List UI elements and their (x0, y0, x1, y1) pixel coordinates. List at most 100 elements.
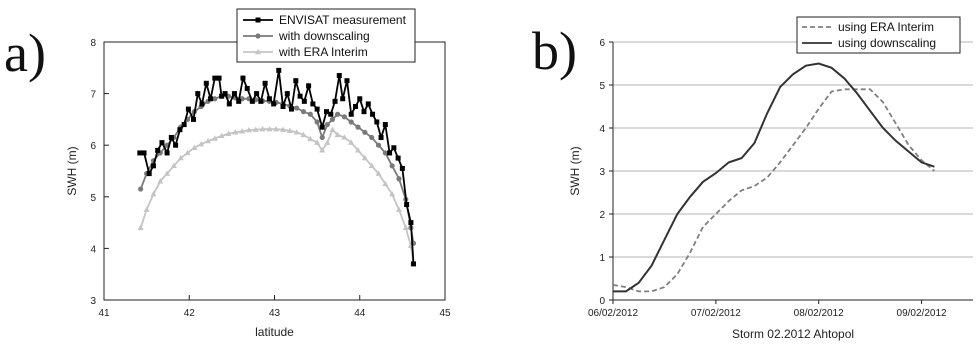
data-point-a-2 (382, 180, 389, 187)
x-tick-label-a: 45 (439, 308, 451, 319)
y-tick-label-b: 2 (599, 210, 605, 221)
data-point-a-0 (155, 147, 161, 153)
data-point-a-0 (324, 109, 330, 115)
data-point-a-0 (319, 124, 325, 130)
data-point-a-0 (137, 150, 143, 156)
series-line-a-2 (139, 128, 415, 265)
data-point-a-2 (273, 126, 280, 132)
data-point-a-1 (369, 134, 375, 141)
legend-a-label: with downscaling (278, 29, 370, 43)
legend-a-marker (255, 17, 261, 23)
data-point-a-0 (212, 75, 218, 81)
y-axis-label-b: SWH (m) (568, 146, 582, 195)
data-point-a-2 (266, 126, 273, 132)
y-tick-label-a: 5 (90, 193, 96, 204)
data-point-a-0 (365, 101, 371, 107)
data-point-a-0 (374, 119, 380, 125)
data-point-a-0 (262, 80, 268, 86)
data-point-a-0 (391, 145, 397, 151)
y-tick-label-b: 4 (599, 124, 605, 135)
y-tick-label-b: 0 (599, 296, 605, 307)
series-line-b-0 (612, 88, 935, 293)
data-point-a-0 (249, 98, 255, 104)
data-point-a-0 (173, 142, 179, 148)
data-point-a-2 (324, 139, 331, 145)
data-point-a-2 (184, 149, 191, 156)
data-point-a-0 (289, 106, 295, 112)
data-point-a-0 (340, 96, 346, 102)
data-point-a-0 (226, 101, 232, 107)
x-tick-label-b: 07/02/2012 (691, 308, 741, 319)
data-point-a-2 (341, 134, 348, 140)
data-point-a-1 (341, 114, 348, 120)
data-point-a-1 (324, 121, 330, 128)
data-point-a-0 (357, 96, 363, 102)
data-point-a-0 (208, 96, 214, 102)
data-point-a-2 (211, 135, 218, 141)
data-point-a-2 (334, 131, 341, 138)
y-tick-label-a: 8 (90, 38, 96, 49)
y-tick-label-b: 1 (599, 253, 605, 264)
plot-a-frame (103, 41, 446, 301)
data-point-a-0 (310, 101, 316, 107)
panel-b-label: b) (532, 21, 577, 81)
x-axis-label-a: latitude (255, 325, 294, 339)
data-point-a-0 (399, 165, 405, 171)
data-point-a-0 (271, 101, 277, 107)
data-point-a-1 (314, 119, 320, 125)
data-point-a-2 (361, 154, 368, 161)
x-tick-label-b: 09/02/2012 (897, 308, 947, 319)
data-point-a-2 (293, 129, 300, 135)
data-point-a-1 (348, 119, 354, 125)
data-point-a-2 (300, 131, 307, 138)
legend-a-label: ENVISAT measurement (279, 13, 407, 27)
x-tick-label-b: 08/02/2012 (794, 308, 844, 319)
data-point-a-0 (240, 75, 246, 81)
data-point-a-0 (266, 96, 272, 102)
data-point-a-2 (307, 135, 314, 142)
data-point-a-2 (389, 191, 396, 197)
data-point-a-1 (294, 105, 300, 111)
data-point-a-0 (348, 111, 354, 117)
data-point-a-0 (332, 98, 338, 104)
data-point-a-0 (177, 127, 183, 133)
data-point-a-0 (231, 91, 237, 97)
data-point-a-1 (212, 96, 218, 102)
data-point-a-2 (259, 126, 266, 132)
data-point-a-2 (395, 206, 402, 212)
y-tick-label-b: 3 (599, 167, 605, 178)
data-point-a-0 (244, 85, 250, 91)
data-point-a-0 (222, 91, 228, 97)
data-point-a-0 (203, 80, 209, 86)
data-point-a-2 (375, 170, 382, 176)
data-point-a-1 (329, 116, 336, 122)
data-point-a-2 (329, 126, 336, 132)
data-point-a-1 (300, 109, 307, 115)
panel-a-label: a) (4, 23, 46, 83)
data-point-a-2 (205, 137, 212, 144)
data-point-a-0 (301, 98, 307, 104)
x-tick-label-a: 43 (269, 308, 281, 319)
data-point-a-0 (236, 98, 242, 104)
y-tick-label-a: 6 (90, 141, 96, 152)
data-point-a-2 (355, 147, 362, 153)
data-point-a-2 (402, 224, 409, 230)
data-point-a-0 (199, 101, 205, 107)
data-point-a-0 (378, 134, 384, 140)
data-point-a-2 (252, 126, 259, 132)
legend-a-marker (255, 48, 261, 55)
data-point-a-0 (185, 106, 191, 112)
data-point-a-0 (314, 106, 320, 112)
data-point-a-2 (143, 206, 150, 212)
data-point-a-2 (314, 139, 321, 145)
data-point-a-2 (177, 154, 184, 161)
y-tick-label-a: 3 (90, 296, 96, 307)
legend-a-marker (255, 33, 261, 39)
data-point-a-1 (307, 111, 313, 117)
data-point-a-0 (159, 140, 165, 146)
data-point-a-0 (344, 78, 350, 84)
data-point-a-0 (293, 78, 299, 84)
data-point-a-2 (319, 147, 326, 153)
data-point-a-2 (191, 144, 198, 150)
data-point-a-1 (334, 111, 341, 117)
